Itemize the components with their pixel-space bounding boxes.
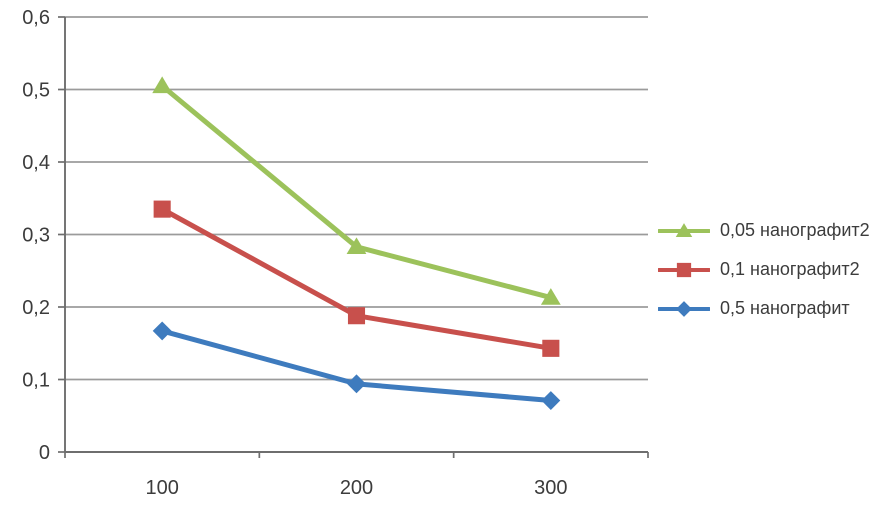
square-marker-icon-legend-1 [676, 262, 692, 277]
legend-swatch-square [658, 262, 710, 277]
square-marker-icon-s1-p1 [347, 307, 366, 325]
y-tick-label: 0,5 [22, 80, 50, 102]
square-marker-icon-s1-p2 [542, 339, 560, 357]
legend-item-1: 0,1 нанографит2 [658, 250, 870, 289]
legend-item-label: 0,5 нанографит [720, 298, 850, 318]
diamond-marker-icon-s2-p1 [347, 374, 366, 394]
diamond-marker-icon-s2-p0 [152, 321, 172, 341]
diamond-marker-icon-legend-2 [676, 300, 692, 317]
legend: 0,05 нанографит2 0,1 нанографит2 0,5 наног… [658, 211, 870, 328]
x-tick-label: 200 [340, 477, 373, 499]
legend-item-0: 0,05 нанографит2 [658, 211, 870, 250]
y-tick-label: 0,4 [22, 152, 50, 174]
square-marker-icon-s1-p0 [153, 200, 171, 218]
legend-swatch-triangle [658, 222, 710, 237]
legend-item-label: 0,1 нанографит2 [720, 259, 860, 279]
triangle-marker-icon-s0-p2 [540, 288, 561, 305]
y-tick-label: 0 [39, 442, 50, 464]
triangle-marker-icon-legend-0 [675, 222, 693, 237]
diamond-marker-icon-s2-p2 [541, 391, 561, 410]
series-line-0 [159, 83, 554, 301]
y-tick-label: 0,6 [22, 7, 50, 29]
series-line-1 [159, 206, 554, 351]
x-tick-label: 100 [145, 477, 178, 499]
triangle-marker-icon-s0-p1 [346, 237, 367, 255]
x-tick-label: 300 [534, 477, 567, 499]
y-tick-label: 0,3 [22, 225, 50, 247]
legend-item-2: 0,5 нанографит [658, 289, 870, 328]
legend-swatch-diamond [658, 300, 710, 317]
y-tick-label: 0,1 [22, 370, 50, 392]
y-tick-label: 0,2 [22, 297, 50, 319]
triangle-marker-icon-s0-p0 [152, 76, 173, 94]
legend-item-label: 0,05 нанографит2 [720, 220, 870, 240]
